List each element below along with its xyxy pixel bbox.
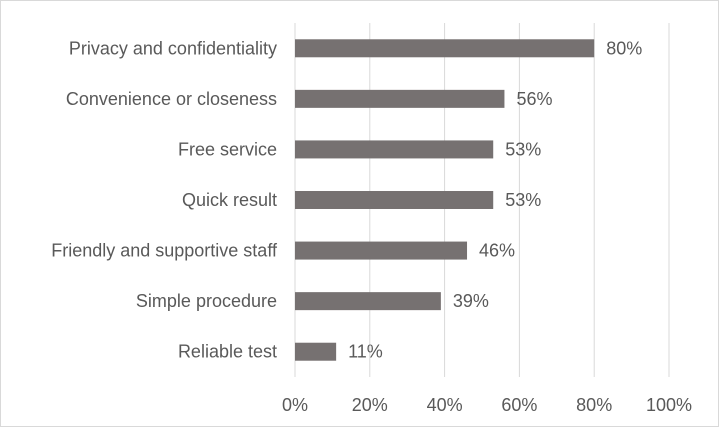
x-tick-label: 20% <box>352 395 388 415</box>
x-tick-label: 0% <box>282 395 308 415</box>
bar <box>295 342 337 361</box>
bar <box>295 140 494 159</box>
bar <box>295 292 441 311</box>
data-label: 46% <box>479 241 515 261</box>
data-label: 53% <box>505 139 541 159</box>
category-label: Friendly and supportive staff <box>51 241 278 261</box>
data-label: 80% <box>606 38 642 58</box>
bar <box>295 39 595 58</box>
category-label: Simple procedure <box>136 291 277 311</box>
category-label: Free service <box>178 139 277 159</box>
x-tick-label: 80% <box>576 395 612 415</box>
data-label: 39% <box>453 291 489 311</box>
bar <box>295 89 505 108</box>
bar <box>295 191 494 209</box>
bar <box>295 241 468 260</box>
category-label: Quick result <box>182 190 277 210</box>
x-tick-label: 40% <box>427 395 463 415</box>
data-label: 56% <box>516 89 552 109</box>
bars <box>295 39 595 361</box>
x-axis-tick-labels: 0% 20% 40% 60% 80% 100% <box>282 395 692 415</box>
data-labels: 80% 56% 53% 53% 46% 39% 11% <box>348 38 642 361</box>
category-label: Reliable test <box>178 342 277 362</box>
category-label: Convenience or closeness <box>66 89 277 109</box>
x-tick-label: 60% <box>501 395 537 415</box>
category-labels: Privacy and confidentiality Convenience o… <box>51 38 278 361</box>
data-label: 11% <box>348 342 383 362</box>
data-label: 53% <box>505 190 541 210</box>
x-tick-label: 100% <box>646 395 692 415</box>
category-label: Privacy and confidentiality <box>69 38 277 58</box>
